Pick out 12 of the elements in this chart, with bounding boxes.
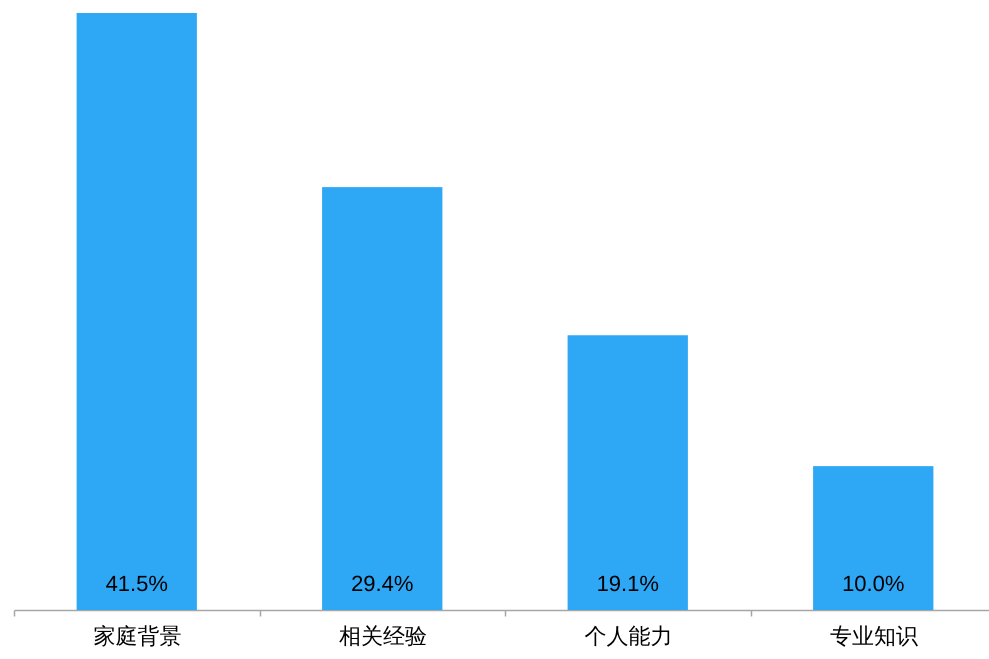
x-tick-label: 专业知识 <box>830 624 918 648</box>
data-label: 29.4% <box>351 571 414 596</box>
bar <box>76 13 197 610</box>
bar <box>322 187 442 610</box>
bar <box>813 466 934 610</box>
data-label: 41.5% <box>106 571 168 596</box>
data-label: 19.1% <box>596 571 659 596</box>
x-tick-label: 家庭背景 <box>93 624 182 648</box>
bar <box>568 335 688 610</box>
x-tick-label: 相关经验 <box>338 624 427 648</box>
data-label: 10.0% <box>842 571 904 596</box>
x-tick-label: 个人能力 <box>584 624 672 648</box>
